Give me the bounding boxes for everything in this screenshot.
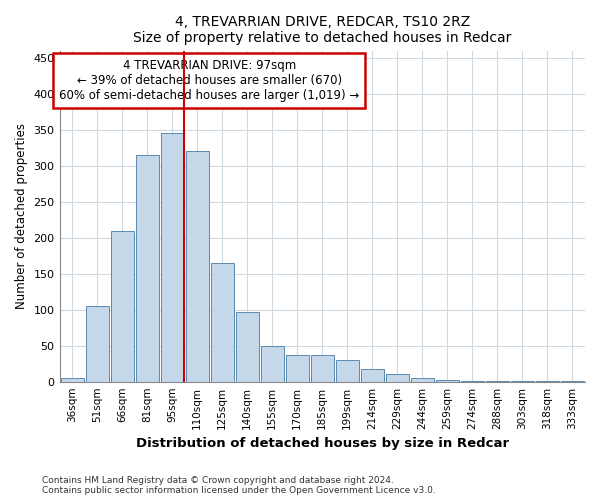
Bar (211, 263, 233, 382)
Bar (236, 312, 259, 382)
Bar (536, 381, 559, 382)
Bar (311, 355, 334, 382)
Text: 4 TREVARRIAN DRIVE: 97sqm
← 39% of detached houses are smaller (670)
60% of semi: 4 TREVARRIAN DRIVE: 97sqm ← 39% of detac… (59, 59, 359, 102)
X-axis label: Distribution of detached houses by size in Redcar: Distribution of detached houses by size … (136, 437, 509, 450)
Bar (436, 380, 459, 382)
Text: Contains HM Land Registry data © Crown copyright and database right 2024.
Contai: Contains HM Land Registry data © Crown c… (42, 476, 436, 495)
Bar (411, 378, 434, 382)
Bar (511, 381, 534, 382)
Y-axis label: Number of detached properties: Number of detached properties (15, 123, 28, 309)
Bar (386, 374, 409, 382)
Bar (136, 155, 158, 382)
Bar (161, 134, 184, 382)
Bar (86, 306, 109, 382)
Bar (61, 378, 83, 382)
Bar (261, 346, 284, 382)
Bar (361, 368, 384, 382)
Title: 4, TREVARRIAN DRIVE, REDCAR, TS10 2RZ
Size of property relative to detached hous: 4, TREVARRIAN DRIVE, REDCAR, TS10 2RZ Si… (133, 15, 511, 45)
Bar (336, 360, 359, 382)
Bar (486, 381, 509, 382)
Bar (561, 381, 584, 382)
Bar (110, 230, 134, 382)
Bar (461, 381, 484, 382)
Bar (185, 152, 209, 382)
Bar (286, 355, 309, 382)
